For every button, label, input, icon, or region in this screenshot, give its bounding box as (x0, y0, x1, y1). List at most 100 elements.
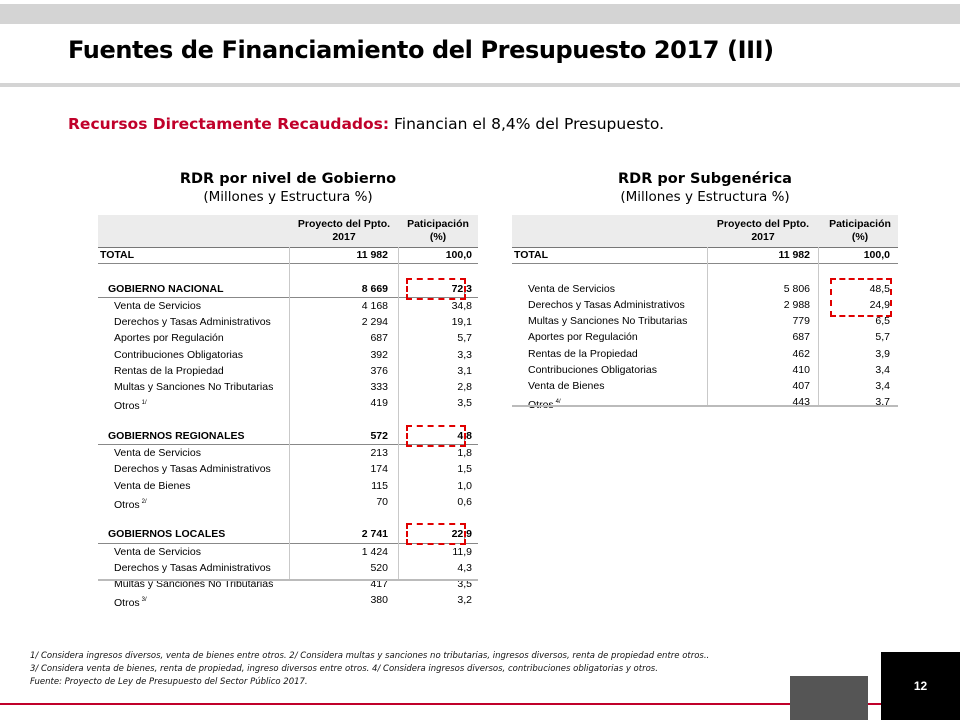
table-total-row: GOBIERNOS REGIONALES 572 4,8 (98, 428, 478, 445)
footnote-ref: 2/ (141, 498, 147, 505)
row-share: 5,7 (875, 331, 890, 344)
row-amount: 687 (792, 331, 810, 344)
row-share: 3,9 (875, 347, 890, 360)
row-amount: 687 (370, 332, 388, 345)
row-label: Multas y Sanciones No Tributarias (528, 315, 688, 327)
table-row: Multas y Sanciones No Tributarias 779 6,5 (512, 313, 898, 329)
row-label: Venta de Bienes (114, 479, 191, 492)
row-share: 3,4 (875, 380, 890, 392)
row-share: 72,3 (451, 282, 472, 295)
row-share: 3,7 (875, 396, 890, 409)
row-amount: 419 (370, 397, 388, 410)
highlight-box (406, 278, 466, 301)
footnotes: 1/ Considera ingresos diversos, venta de… (30, 650, 709, 689)
row-share: 3,5 (457, 578, 472, 590)
row-share: 3,3 (457, 348, 472, 361)
table-total-row: GOBIERNO NACIONAL 8 669 72,3 (98, 281, 478, 298)
left-vline-1 (289, 247, 290, 581)
row-amount: 410 (792, 363, 810, 376)
row-label: Aportes por Regulación (114, 332, 224, 345)
left-col2-header: Paticipación (%) (407, 218, 469, 243)
row-share: 22,9 (451, 528, 472, 541)
left-table-body: TOTAL 11 982 100,0 GOBIERNO NACIONAL 8 669 72… (98, 247, 478, 609)
table-row: Venta de Servicios 4 168 34,8 (98, 298, 478, 314)
row-label: Venta de Servicios (528, 282, 615, 295)
table-row: Otros 3/380 3,2 (98, 592, 478, 610)
slide-title: Fuentes de Financiamiento del Presupuest… (68, 36, 774, 64)
row-label: Contribuciones Obligatorias (114, 348, 243, 361)
row-label: Otros 3/ (114, 597, 147, 610)
row-amount: 380 (370, 594, 388, 607)
table-row: Venta de Bienes 115 1,0 (98, 478, 478, 494)
table-row: Contribuciones Obligatorias 392 3,3 (98, 347, 478, 363)
left-table-bottom (98, 579, 478, 581)
row-label: Multas y Sanciones No Tributarias (114, 381, 274, 393)
highlight-box (406, 425, 466, 448)
row-amount: 376 (370, 364, 388, 377)
row-share: 24,9 (869, 298, 890, 311)
highlight-box (406, 523, 466, 546)
row-amount: 2 294 (361, 316, 388, 328)
row-share: 4,3 (457, 561, 472, 574)
row-share: 0,6 (457, 495, 472, 508)
right-table-body: TOTAL 11 982 100,0 Venta de Servicios 5 806 4… (512, 247, 898, 411)
row-label: TOTAL (514, 249, 549, 261)
footnote-ref: 4/ (555, 399, 561, 406)
right-col1-header: Proyecto del Ppto. 2017 (716, 218, 810, 243)
row-share: 3,1 (457, 364, 472, 377)
left-panel-subtitle: (Millones y Estructura %) (203, 189, 373, 205)
row-amount: 407 (792, 380, 810, 392)
row-amount: 174 (370, 463, 388, 476)
table-row: Otros 1/419 3,5 (98, 395, 478, 412)
right-col2-header: Paticipación (%) (829, 218, 891, 243)
right-table-bottom (512, 405, 898, 407)
right-vline-2 (818, 247, 819, 407)
footnote-line: 3/ Considera venta de bienes, renta de p… (30, 664, 658, 674)
row-share: 100,0 (863, 249, 890, 261)
row-amount: 2 741 (361, 528, 388, 541)
row-label: Rentas de la Propiedad (528, 347, 638, 360)
table-total-row: GOBIERNOS LOCALES 2 741 22,9 (98, 526, 478, 544)
row-share: 1,0 (457, 479, 472, 492)
source-note: Fuente: Proyecto de Ley de Presupuesto d… (30, 677, 308, 687)
table-row: Otros4/443 3,7 (512, 394, 898, 413)
footnote-ref: 3/ (141, 597, 147, 604)
table-row: Rentas de la Propiedad 462 3,9 (512, 346, 898, 362)
row-amount: 333 (370, 381, 388, 393)
row-amount: 8 669 (361, 282, 388, 295)
row-amount: 520 (370, 561, 388, 574)
table-row: Multas y Sanciones No Tributarias 333 2,8 (98, 379, 478, 395)
table-row: Contribuciones Obligatorias 410 3,4 (512, 362, 898, 378)
row-amount: 4 168 (361, 299, 388, 312)
right-panel-heading: RDR por Subgenérica (Millones y Estructu… (512, 171, 898, 205)
title-rule (0, 83, 960, 87)
row-amount: 11 982 (356, 249, 388, 261)
subtitle-text: Financian el 8,4% del Presupuesto. (389, 115, 665, 133)
row-amount: 462 (792, 347, 810, 360)
row-share: 1,5 (457, 463, 472, 476)
row-label: Venta de Servicios (114, 299, 201, 312)
row-label: GOBIERNOS REGIONALES (108, 429, 245, 442)
left-table: Proyecto del Ppto. 2017 Paticipación (%)… (98, 215, 478, 609)
left-panel-title: RDR por nivel de Gobierno (179, 171, 397, 187)
table-row: Derechos y Tasas Administrativos 174 1,5 (98, 461, 478, 477)
top-decor-bar (0, 4, 960, 24)
row-label: Derechos y Tasas Administrativos (114, 561, 271, 574)
table-row: Venta de Servicios 213 1,8 (98, 445, 478, 461)
row-amount: 115 (371, 479, 388, 492)
table-total-row: TOTAL 11 982 100,0 (98, 247, 478, 265)
row-label: Otros4/ (528, 394, 561, 413)
row-amount: 2 988 (783, 298, 810, 311)
table-row: Rentas de la Propiedad 376 3,1 (98, 363, 478, 379)
table-row: Otros 2/70 0,6 (98, 494, 478, 511)
row-amount: 70 (376, 495, 388, 508)
table-total-row: TOTAL 11 982 100,0 (512, 247, 898, 265)
left-vline-2 (398, 247, 399, 581)
row-label: Otros 2/ (114, 498, 147, 511)
right-table: Proyecto del Ppto. 2017 Paticipación (%)… (512, 215, 898, 411)
footnote-line: 1/ Considera ingresos diversos, venta de… (30, 651, 710, 661)
row-amount: 572 (370, 429, 388, 442)
row-amount: 5 806 (783, 282, 810, 295)
row-share: 6,5 (875, 315, 890, 327)
footnote-ref: 1/ (141, 400, 147, 407)
